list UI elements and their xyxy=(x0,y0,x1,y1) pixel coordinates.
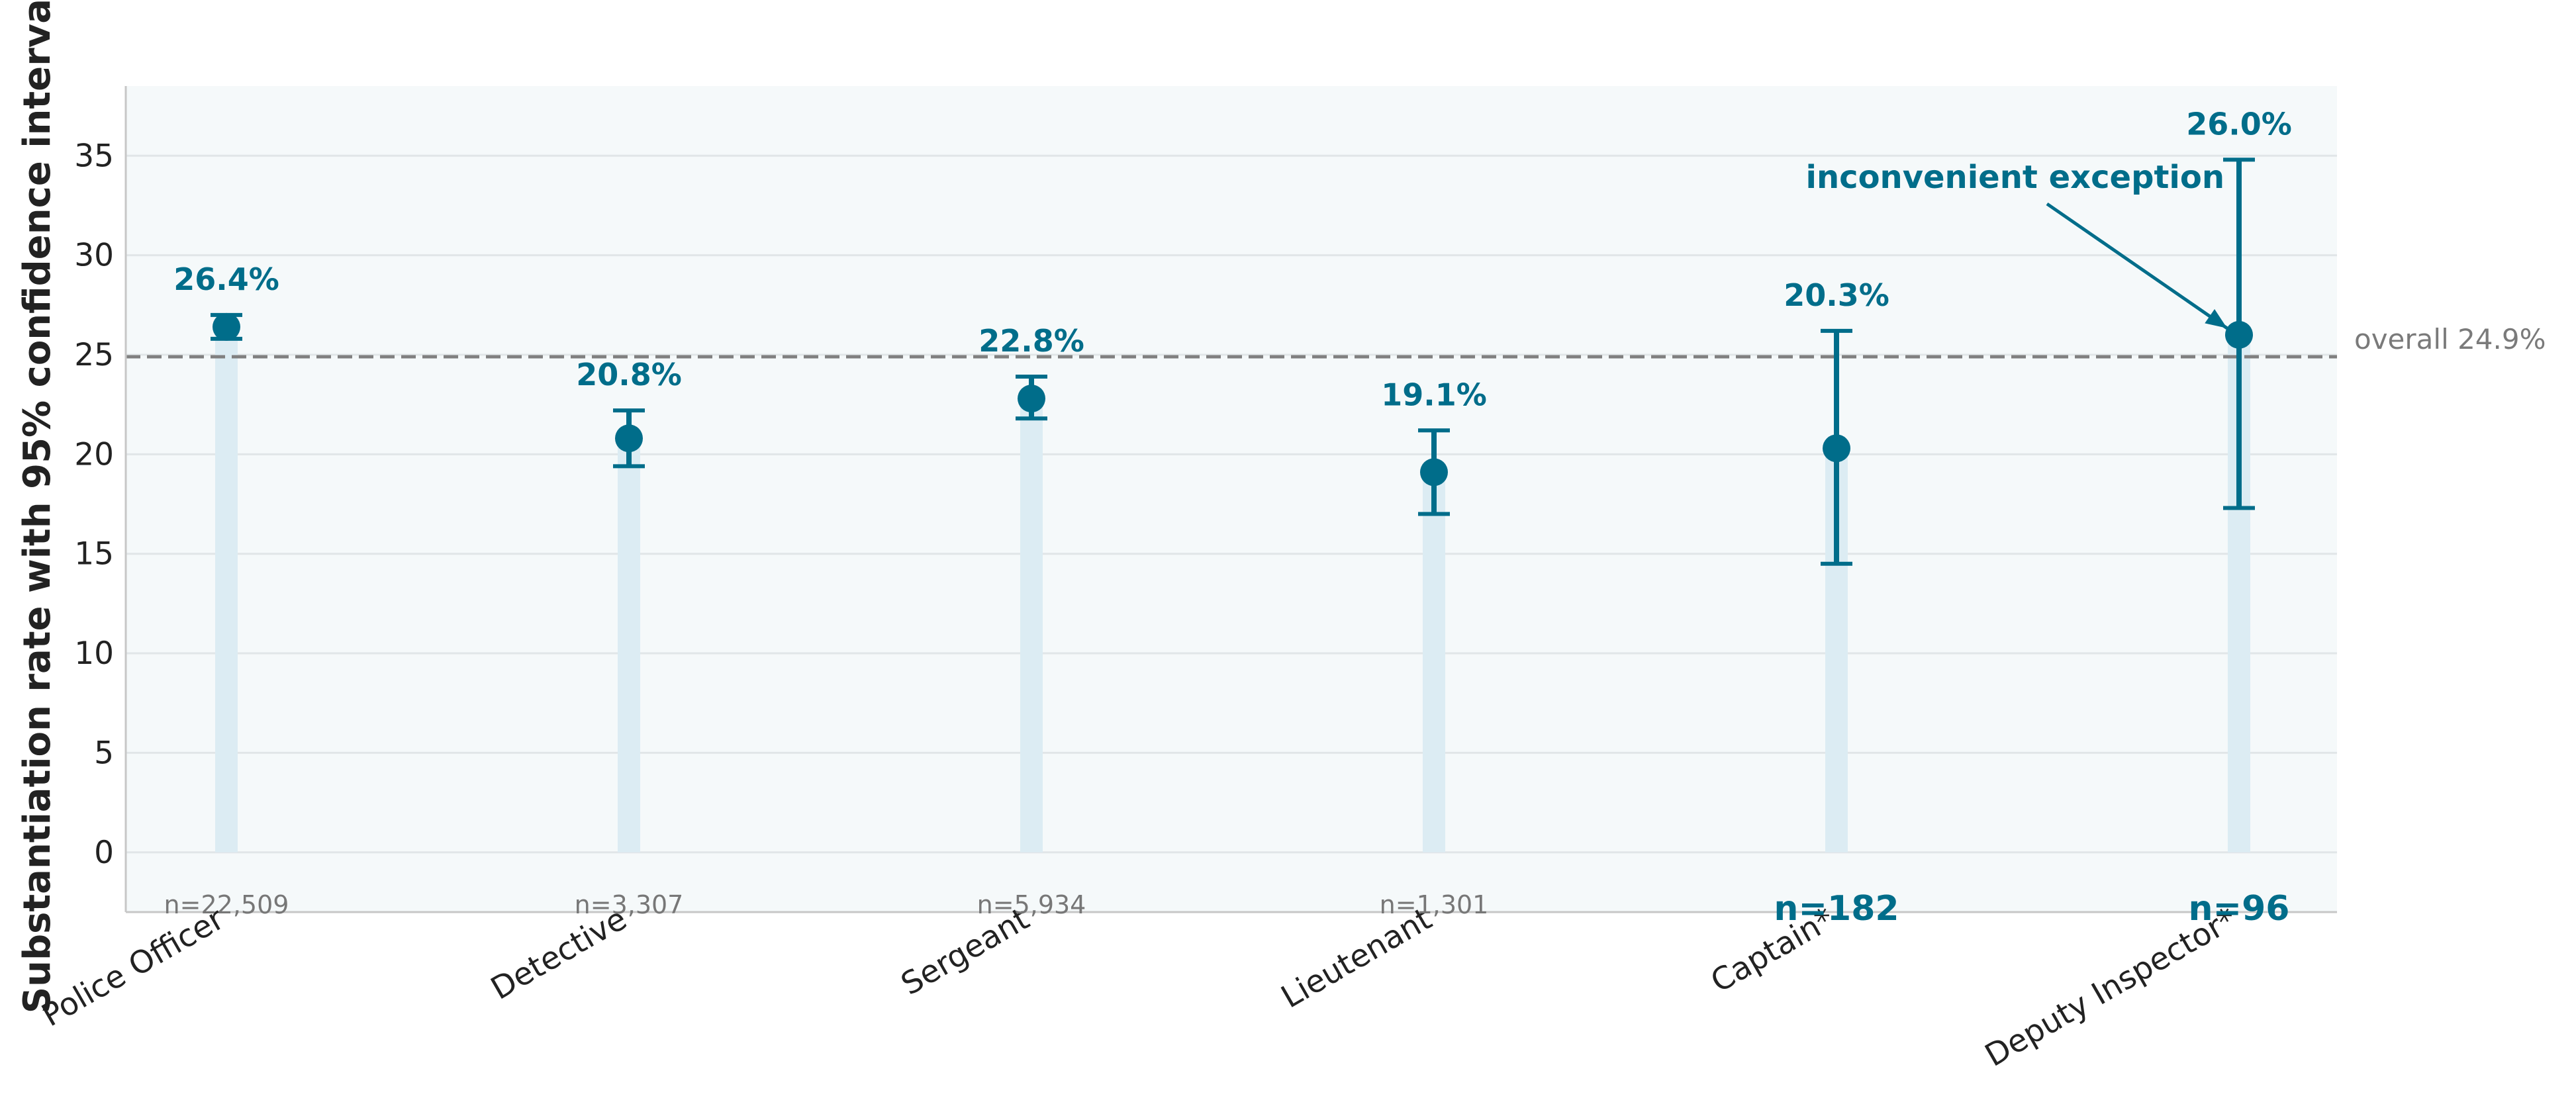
y-tick-label-10: 10 xyxy=(74,635,114,672)
axes xyxy=(124,86,2337,913)
y-axis-label: Substantiation rate with 95% confidence … xyxy=(16,0,59,1013)
y-tick-label-0: 0 xyxy=(94,835,114,871)
gridlines xyxy=(126,154,2337,854)
annotation-text: inconvenient exception xyxy=(1805,159,2224,196)
annotation: inconvenient exception xyxy=(1805,159,2228,330)
y-tick-label-5: 5 xyxy=(94,735,114,771)
sample-size-3: n=5,934 xyxy=(977,890,1086,919)
sample-size-5: n=182 xyxy=(1774,889,1899,929)
x-tick-labels: Police Officer Detective Sergeant Lieutenan… xyxy=(36,900,2243,1074)
y-tick-label-30: 30 xyxy=(74,238,114,274)
sample-size-6: n=96 xyxy=(2189,889,2290,929)
bar-2 xyxy=(618,438,640,853)
y-tick-label-25: 25 xyxy=(74,337,114,373)
value-label-3: 22.8% xyxy=(978,323,1084,359)
value-label-4: 19.1% xyxy=(1381,377,1487,412)
sample-size-1: n=22,509 xyxy=(164,890,289,919)
data-point-4 xyxy=(1420,458,1448,486)
data-point-3 xyxy=(1018,385,1045,413)
y-tick-labels: 0 5 10 15 20 25 30 35 xyxy=(74,138,114,871)
sample-size-labels: n=22,509 n=3,307 n=5,934 n=1,301 n=182 n=96 xyxy=(164,889,2290,929)
data-point-5 xyxy=(1823,434,1850,463)
data-point-2 xyxy=(615,424,643,453)
data-point-6 xyxy=(2225,320,2253,349)
bar-3 xyxy=(1020,398,1043,853)
sample-size-4: n=1,301 xyxy=(1380,890,1489,919)
value-label-5: 20.3% xyxy=(1784,277,1889,313)
y-tick-label-35: 35 xyxy=(74,138,114,174)
points-layer: 26.4% 20.8% 22.8% 19.1% 20.3% 26.0% xyxy=(173,106,2292,566)
annotation-arrow xyxy=(2046,202,2228,330)
value-label-2: 20.8% xyxy=(576,357,682,392)
sample-size-2: n=3,307 xyxy=(575,890,684,919)
bar-1 xyxy=(215,326,238,853)
value-label-6: 26.0% xyxy=(2186,106,2292,142)
data-point-1 xyxy=(213,312,240,341)
y-tick-label-15: 15 xyxy=(74,536,114,573)
plot-background xyxy=(126,86,2337,912)
bar-4 xyxy=(1423,472,1445,853)
bars-layer xyxy=(215,326,2250,853)
y-tick-label-20: 20 xyxy=(74,436,114,473)
x-tick-label-1: Police Officer xyxy=(36,900,231,1034)
annotation-arrowhead xyxy=(2205,309,2227,328)
value-label-1: 26.4% xyxy=(173,261,279,297)
reference-line-label: overall 24.9% xyxy=(2354,323,2546,355)
